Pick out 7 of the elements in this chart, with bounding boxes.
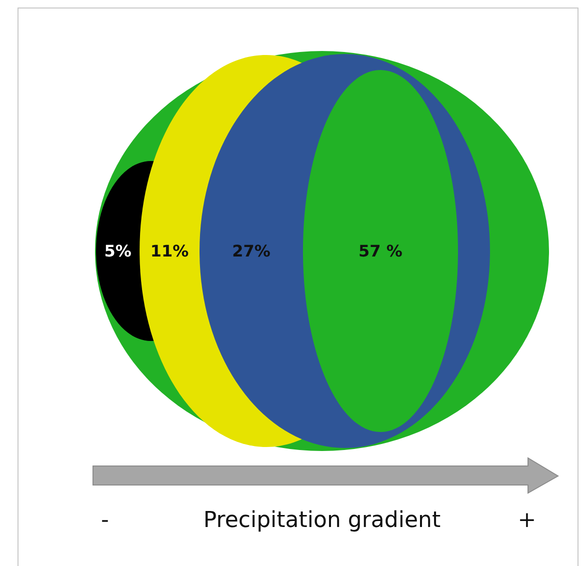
text: - bbox=[101, 508, 109, 533]
data-label: 5% bbox=[104, 242, 132, 260]
data-label: 11% bbox=[150, 242, 189, 260]
data-label: 27% bbox=[232, 242, 270, 260]
text: Precipitation gradient bbox=[203, 508, 441, 533]
text: + bbox=[518, 508, 536, 533]
data-label: 57 % bbox=[358, 242, 402, 260]
